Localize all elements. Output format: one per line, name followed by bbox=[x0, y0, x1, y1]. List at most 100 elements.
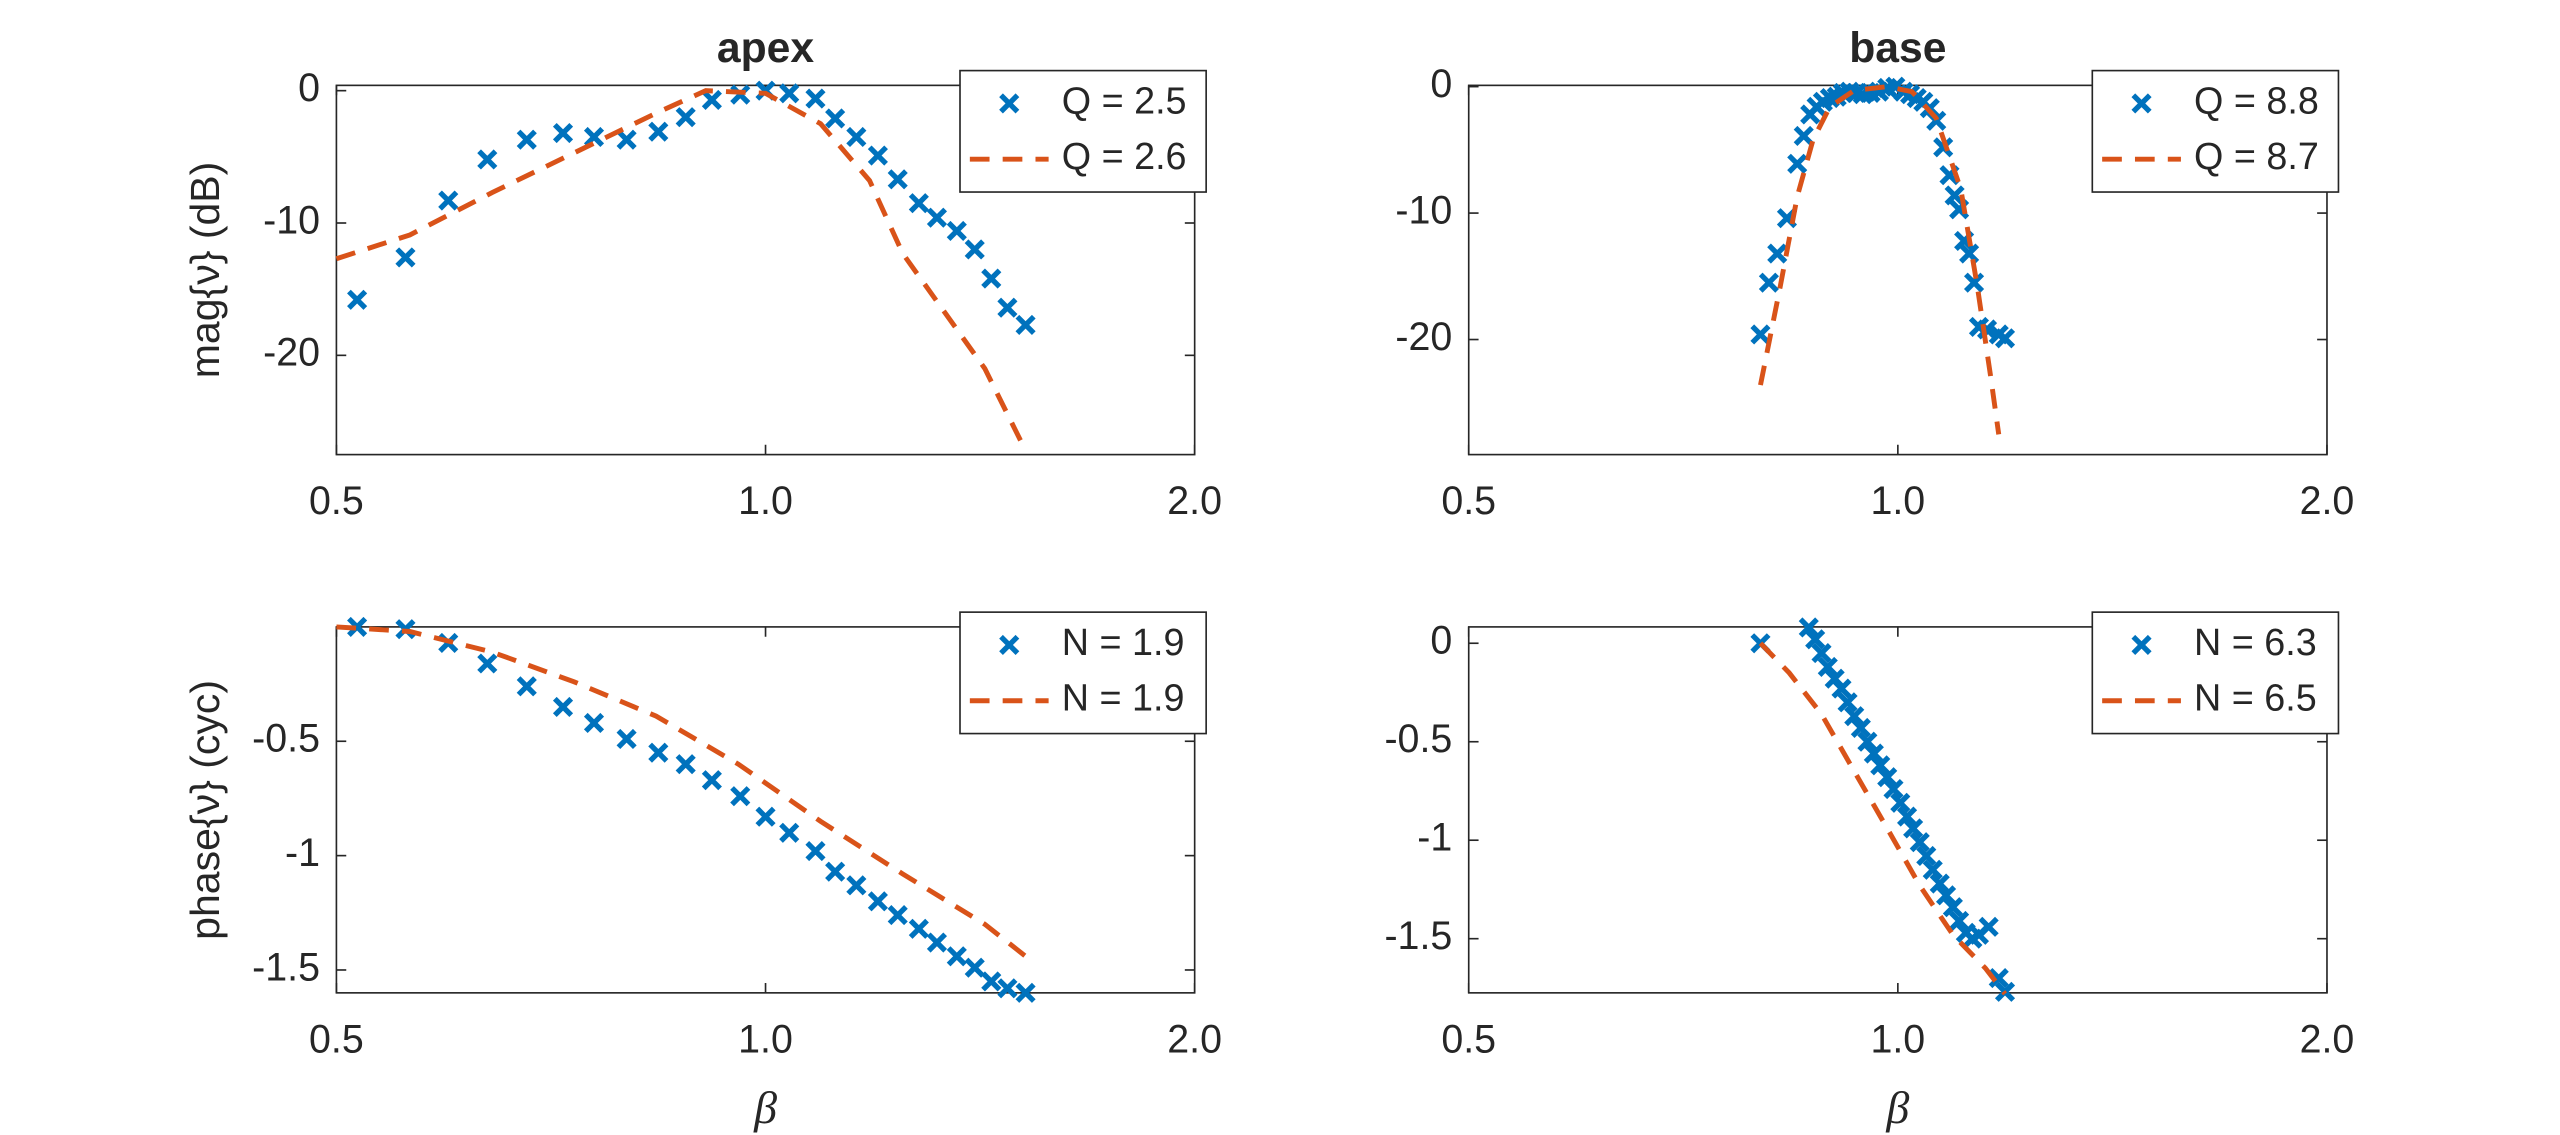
marker bbox=[908, 193, 929, 214]
marker-stroke bbox=[347, 289, 368, 310]
marker-stroke bbox=[825, 861, 846, 882]
marker-stroke bbox=[1978, 916, 1999, 937]
y-tick-label: -0.5 bbox=[252, 717, 320, 761]
marker bbox=[1850, 717, 1871, 739]
marker bbox=[908, 918, 929, 939]
marker bbox=[1976, 319, 1998, 340]
marker bbox=[825, 108, 846, 129]
x-tick-label: 1.0 bbox=[1870, 479, 1925, 523]
marker-stroke bbox=[867, 145, 888, 166]
marker bbox=[552, 122, 574, 144]
axes: 0.5 1.0 2.0 -1.5 -1 -0.5 bbox=[252, 626, 1222, 1061]
marker-stroke bbox=[1837, 692, 1858, 713]
y-tick-label: 0 bbox=[1430, 619, 1452, 663]
marker bbox=[583, 712, 605, 734]
legend-label: Q = 2.6 bbox=[1062, 135, 1187, 177]
marker bbox=[887, 169, 908, 190]
marker-stroke bbox=[887, 905, 908, 926]
marker-stroke bbox=[981, 971, 1002, 992]
marker-stroke bbox=[1877, 767, 1898, 788]
marker-stroke bbox=[846, 875, 867, 896]
marker bbox=[1793, 125, 1814, 147]
marker bbox=[1949, 910, 1970, 932]
marker-stroke bbox=[438, 190, 459, 211]
x-axis-label: β bbox=[753, 1082, 777, 1133]
marker bbox=[616, 728, 637, 750]
x-tick-label: 1.0 bbox=[738, 1017, 793, 1061]
marker-stroke bbox=[1787, 153, 1808, 174]
marker-stroke bbox=[1994, 328, 2016, 349]
marker bbox=[779, 822, 800, 843]
legend-box bbox=[2091, 611, 2340, 735]
legend-label: Q = 8.7 bbox=[2194, 135, 2319, 177]
marker-stroke bbox=[999, 634, 1020, 656]
marker-stroke bbox=[1933, 137, 1954, 158]
y-tick-label: -1.5 bbox=[1384, 914, 1452, 958]
marker-stroke bbox=[1976, 319, 1998, 340]
marker-stroke bbox=[1831, 678, 1852, 699]
legend-box bbox=[959, 69, 1207, 193]
marker-stroke bbox=[1963, 272, 1985, 293]
marker-stroke bbox=[908, 193, 929, 214]
marker bbox=[779, 83, 800, 104]
x-tick-label: 2.0 bbox=[1167, 1017, 1222, 1061]
marker-stroke bbox=[1015, 982, 1036, 1003]
marker bbox=[552, 696, 574, 718]
y-tick-label: -1 bbox=[1417, 816, 1452, 860]
x-tick-label: 0.5 bbox=[1441, 479, 1496, 523]
fit-line bbox=[335, 88, 1028, 452]
marker bbox=[1890, 792, 1911, 813]
marker-stroke bbox=[1922, 859, 1943, 880]
marker-stroke bbox=[1811, 643, 1832, 664]
marker-stroke bbox=[583, 712, 605, 734]
marker bbox=[701, 770, 722, 791]
marker-stroke bbox=[1903, 818, 1924, 839]
y-tick-label: -0.5 bbox=[1384, 717, 1452, 761]
y-axis-label: phase{ν} (cyc) bbox=[182, 680, 228, 940]
legend: Q = 2.5 Q = 2.6 bbox=[959, 69, 1207, 193]
marker-stroke bbox=[887, 169, 908, 190]
marker-stroke bbox=[552, 122, 574, 144]
marker-stroke bbox=[516, 129, 537, 150]
fit-line bbox=[336, 624, 1028, 959]
marker-stroke bbox=[648, 121, 669, 142]
marker-stroke bbox=[805, 840, 826, 862]
marker-stroke bbox=[1758, 272, 1779, 293]
marker bbox=[805, 88, 826, 109]
marker bbox=[946, 946, 967, 967]
marker-stroke bbox=[997, 978, 1018, 999]
legend-box bbox=[959, 611, 1207, 735]
marker bbox=[1015, 982, 1036, 1003]
marker-stroke bbox=[926, 932, 948, 953]
marker bbox=[1942, 897, 1963, 918]
marker bbox=[1883, 778, 1904, 800]
y-tick-label: 0 bbox=[1430, 62, 1452, 106]
marker bbox=[755, 806, 776, 827]
marker bbox=[1903, 818, 1924, 839]
marker bbox=[1929, 873, 1950, 894]
marker bbox=[1805, 629, 1826, 650]
marker bbox=[1916, 845, 1937, 867]
marker bbox=[2131, 634, 2152, 656]
y-tick-label: -20 bbox=[1395, 315, 1452, 359]
x-axis-label: β bbox=[1885, 1082, 1909, 1133]
marker bbox=[1798, 617, 1819, 638]
marker bbox=[1817, 656, 1838, 677]
y-tick-label: 0 bbox=[298, 66, 320, 110]
marker-stroke bbox=[701, 770, 722, 791]
marker bbox=[1837, 692, 1858, 713]
marker-stroke bbox=[997, 297, 1018, 318]
marker bbox=[1933, 137, 1954, 158]
marker bbox=[1978, 916, 1999, 937]
x-tick-label: 0.5 bbox=[309, 1017, 364, 1061]
marker-stroke bbox=[347, 616, 368, 637]
marker-stroke bbox=[999, 93, 1020, 114]
marker bbox=[964, 957, 985, 978]
marker bbox=[2131, 93, 2152, 114]
marker-stroke bbox=[1916, 845, 1937, 867]
marker bbox=[1897, 806, 1918, 827]
marker bbox=[616, 129, 637, 150]
marker bbox=[1909, 832, 1930, 853]
